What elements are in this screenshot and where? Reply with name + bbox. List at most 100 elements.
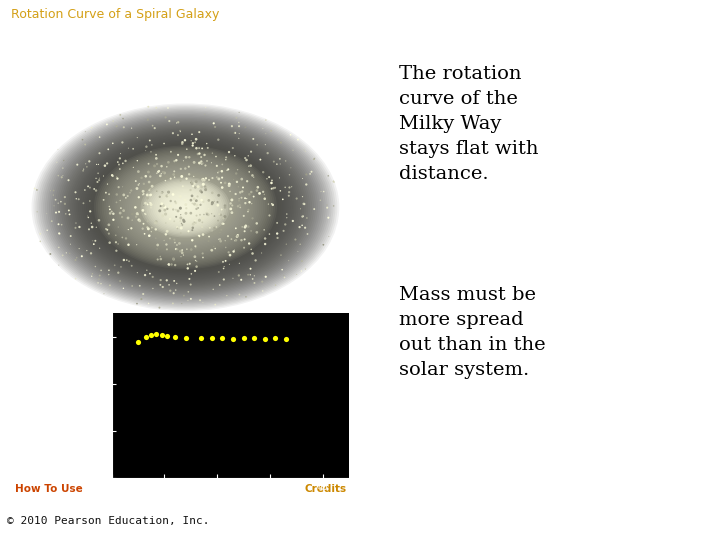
Point [192,192,203,201]
Point [305,170,316,178]
Point [209,197,220,206]
Point [176,219,187,228]
Point [278,271,289,280]
Point [297,212,309,220]
Point [200,185,212,194]
Ellipse shape [170,197,201,218]
Ellipse shape [131,171,240,244]
Point [117,233,128,242]
Point [262,149,274,158]
Point [172,207,184,215]
Ellipse shape [135,173,236,241]
Point [178,157,189,165]
Point [315,187,327,196]
Point [197,176,208,184]
Point [297,174,308,183]
Point [239,223,251,232]
Point [163,117,175,125]
Point [243,152,254,160]
Point [171,241,183,249]
Point [126,261,138,270]
Point [158,201,169,210]
Point [208,195,220,204]
Point [174,126,186,135]
Point [175,252,186,261]
Ellipse shape [176,201,195,214]
Point [217,334,228,343]
Point [183,287,194,296]
Point [274,173,285,182]
Point [176,299,187,308]
Point [138,289,149,298]
Point [191,262,202,271]
Point [168,255,179,264]
Point [201,210,212,219]
Point [35,230,46,238]
Point [100,225,112,233]
Point [145,184,156,193]
Y-axis label: Orbital speed (km/s): Orbital speed (km/s) [78,349,87,442]
Point [272,126,284,134]
Point [284,183,295,192]
Ellipse shape [153,185,218,230]
Point [117,284,129,293]
Point [301,170,312,179]
Point [175,229,186,238]
Ellipse shape [168,195,203,219]
Point [240,293,252,301]
Point [328,201,339,210]
Point [220,203,231,212]
Point [296,257,307,266]
Point [207,149,218,158]
Point [77,136,89,144]
Point [196,183,207,191]
Ellipse shape [115,160,256,255]
Point [156,330,168,339]
Point [197,177,208,185]
Point [94,176,105,185]
Point [217,219,228,228]
Point [65,232,76,240]
Point [264,230,275,238]
Point [243,239,255,248]
Point [318,187,330,196]
Point [142,217,153,226]
Point [163,260,175,269]
Point [57,171,68,180]
Point [281,240,292,248]
Point [112,240,124,248]
Point [207,246,218,255]
Point [172,131,184,139]
Point [173,118,184,126]
Point [114,196,126,205]
Point [142,194,153,202]
Point [63,176,74,185]
Ellipse shape [73,131,298,284]
Point [76,252,88,261]
Point [139,210,150,218]
Point [141,266,153,274]
Point [228,176,239,184]
Point [323,213,334,222]
Point [53,261,65,269]
Point [308,155,320,164]
Point [207,188,218,197]
Ellipse shape [40,109,331,306]
Point [208,242,220,251]
Point [84,225,95,234]
Point [140,172,151,180]
Point [57,251,68,260]
Point [127,216,138,225]
Point [243,162,255,171]
Point [190,256,202,265]
Point [142,114,153,123]
Point [88,240,99,248]
Point [287,217,299,225]
Point [193,232,204,240]
Point [236,175,248,184]
Point [222,165,234,174]
Point [131,184,143,193]
Point [111,190,122,199]
Point [103,220,114,229]
Point [90,132,102,141]
